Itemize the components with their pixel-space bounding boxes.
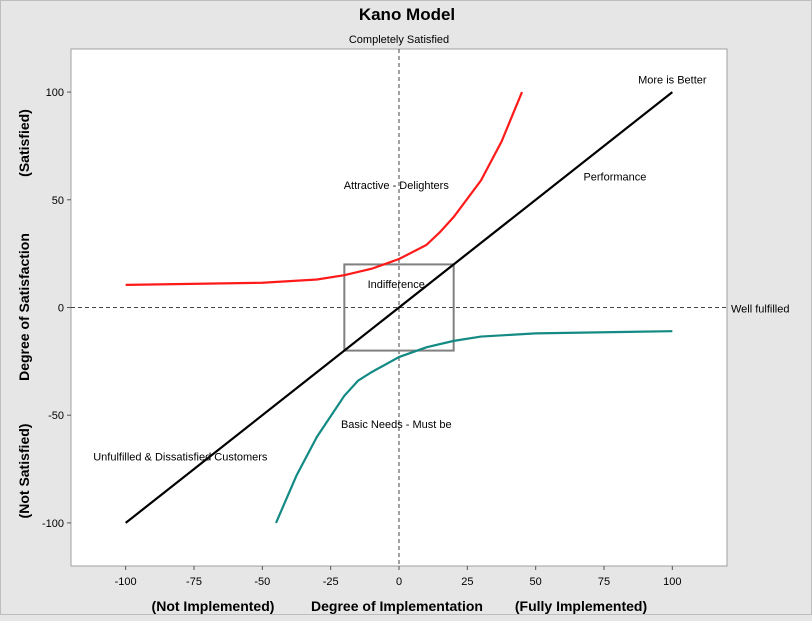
x-tick-label: -75	[186, 576, 202, 588]
annotation: Attractive - Delighters	[344, 180, 450, 192]
annotation: Indifference	[368, 279, 425, 291]
y-axis-label: Degree of Satisfaction	[16, 233, 32, 381]
x-label-left: (Not Implemented)	[152, 598, 275, 614]
annotation: Basic Needs - Must be	[341, 419, 452, 431]
series-line-performance	[124, 91, 674, 524]
x-tick-label: 50	[530, 576, 542, 588]
y-label-top: (Satisfied)	[16, 109, 32, 177]
y-tick-label: 50	[52, 195, 64, 207]
x-label-right: (Fully Implemented)	[515, 598, 647, 614]
x-tick-label: -25	[323, 576, 339, 588]
x-axis-label: Degree of Implementation	[311, 598, 483, 614]
annotation: Unfulfilled & Dissatisfied Customers	[93, 451, 268, 463]
y-label-bottom: (Not Satisfied)	[16, 424, 32, 519]
series-line-basic-needs	[274, 330, 673, 524]
x-tick-label: 25	[461, 576, 473, 588]
x-tick-label: -50	[254, 576, 270, 588]
chart-subtitle: Completely Satisfied	[349, 34, 449, 46]
y-tick-label: -100	[42, 518, 64, 530]
well-fulfilled-label: Well fulfilled	[731, 304, 790, 316]
x-tick-label: 100	[663, 576, 681, 588]
y-tick-label: 100	[46, 87, 64, 99]
indifference-box	[343, 263, 455, 352]
chart-title: Kano Model	[359, 5, 455, 24]
x-tick-label: -100	[115, 576, 137, 588]
annotation: Performance	[583, 171, 646, 183]
series-line-attractive	[125, 91, 524, 286]
annotation: More is Better	[638, 74, 707, 86]
x-tick-label: 75	[598, 576, 610, 588]
y-tick-label: 0	[58, 303, 64, 315]
y-tick-label: -50	[48, 410, 64, 422]
x-tick-label: 0	[396, 576, 402, 588]
